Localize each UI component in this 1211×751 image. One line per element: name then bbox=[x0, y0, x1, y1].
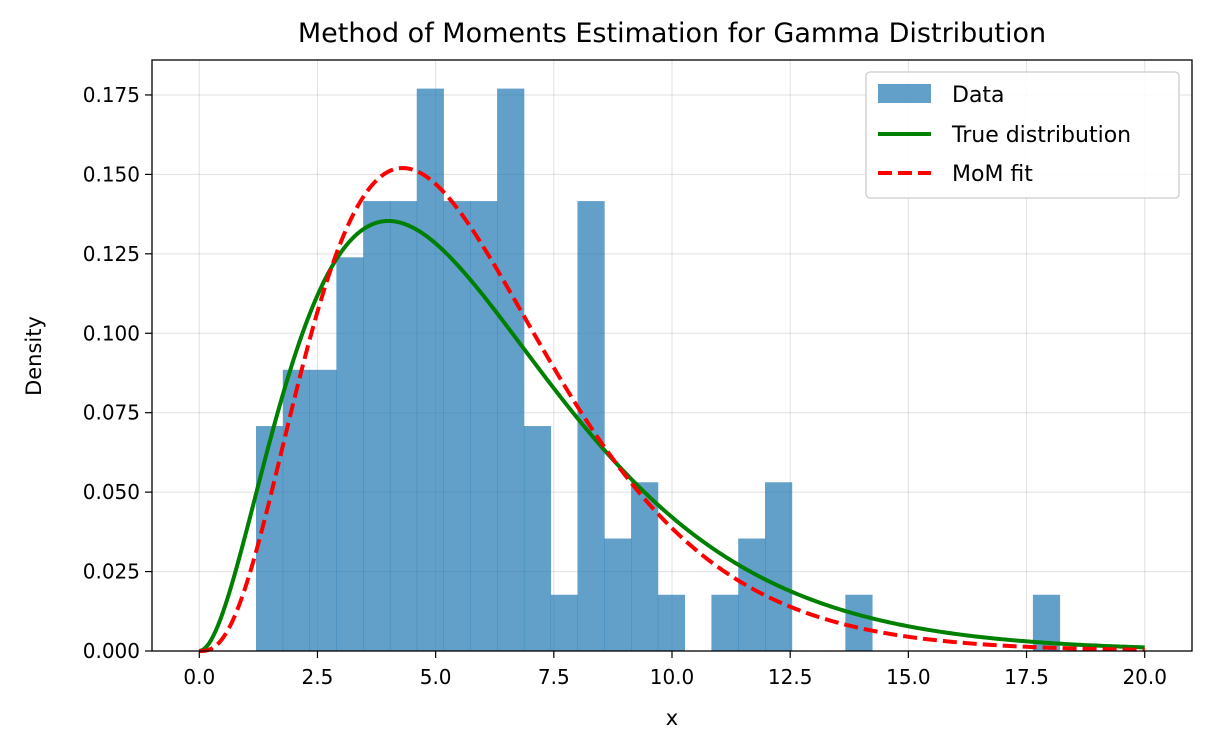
histogram-bar bbox=[443, 201, 471, 651]
histogram-bar bbox=[389, 201, 418, 651]
y-axis-ticks: 0.000 0.025 0.050 0.075 0.100 0.125 0.150 0.175 bbox=[83, 83, 152, 663]
y-tick-label: 0.125 bbox=[83, 242, 140, 266]
histogram-bar bbox=[711, 594, 739, 651]
histogram-bar bbox=[845, 594, 873, 651]
histogram-bar bbox=[282, 369, 310, 651]
y-axis-label: Density bbox=[22, 316, 46, 396]
histogram-bar bbox=[631, 482, 659, 651]
x-tick-label: 0.0 bbox=[183, 665, 215, 689]
histogram-bar bbox=[604, 538, 632, 651]
x-tick-label: 10.0 bbox=[650, 665, 695, 689]
legend: Data True distribution MoM fit bbox=[865, 71, 1180, 199]
x-tick-label: 15.0 bbox=[886, 665, 931, 689]
histogram-bar bbox=[497, 88, 525, 651]
x-axis-label: x bbox=[666, 706, 678, 730]
histogram-bar bbox=[309, 369, 337, 651]
x-tick-label: 17.5 bbox=[1004, 665, 1049, 689]
histogram-bar bbox=[550, 594, 578, 651]
y-tick-label: 0.100 bbox=[83, 321, 140, 345]
x-tick-label: 5.0 bbox=[420, 665, 452, 689]
pdf-lines bbox=[198, 166, 1145, 653]
x-tick-label: 2.5 bbox=[302, 665, 334, 689]
legend-label-line: True distribution bbox=[951, 123, 1131, 148]
histogram-bar bbox=[470, 201, 498, 651]
legend-label-line: MoM fit bbox=[952, 162, 1033, 187]
chart-title: Method of Moments Estimation for Gamma D… bbox=[298, 18, 1046, 49]
histogram-bar bbox=[416, 88, 444, 651]
histogram-bar bbox=[764, 482, 793, 651]
y-tick-label: 0.175 bbox=[83, 83, 140, 107]
x-axis-ticks: 0.0 2.5 5.0 7.5 10.0 12.5 15.0 17.5 20.0 bbox=[183, 651, 1167, 689]
y-tick-label: 0.075 bbox=[83, 401, 140, 425]
x-tick-label: 20.0 bbox=[1122, 665, 1167, 689]
pdf-line bbox=[199, 166, 1145, 653]
y-tick-label: 0.000 bbox=[83, 639, 140, 663]
y-tick-label: 0.150 bbox=[83, 162, 140, 186]
y-tick-label: 0.050 bbox=[83, 480, 140, 504]
histogram-bars bbox=[256, 88, 1061, 651]
x-tick-label: 7.5 bbox=[538, 665, 570, 689]
y-tick-label: 0.025 bbox=[83, 560, 140, 584]
legend-label-data: Data bbox=[952, 83, 1005, 108]
histogram-bar bbox=[336, 257, 364, 651]
histogram-bar bbox=[363, 201, 391, 651]
pdf-line bbox=[198, 218, 1145, 653]
histogram-bar bbox=[256, 426, 284, 651]
legend-swatch-data bbox=[878, 84, 931, 103]
x-tick-label: 12.5 bbox=[768, 665, 813, 689]
legend-box bbox=[865, 71, 1180, 199]
histogram-bar bbox=[523, 426, 552, 651]
histogram-bar bbox=[657, 594, 686, 651]
